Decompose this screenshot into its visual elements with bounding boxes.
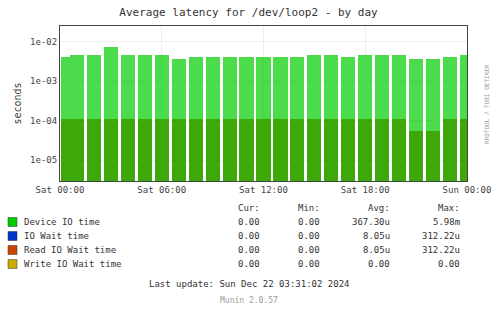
svg-text:367.30u: 367.30u (352, 217, 390, 227)
svg-text:0.00: 0.00 (438, 259, 460, 269)
svg-text:seconds: seconds (12, 82, 23, 124)
svg-text:0.00: 0.00 (238, 245, 260, 255)
svg-text:0.00: 0.00 (238, 259, 260, 269)
svg-text:Cur:: Cur: (238, 203, 260, 213)
svg-text:Average latency for /dev/loop2: Average latency for /dev/loop2 - by day (119, 6, 378, 19)
svg-text:IO Wait time: IO Wait time (24, 231, 89, 241)
svg-text:Write IO Wait time: Write IO Wait time (24, 259, 122, 269)
svg-text:8.05u: 8.05u (363, 245, 390, 255)
svg-text:0.00: 0.00 (298, 259, 320, 269)
svg-text:0.00: 0.00 (238, 231, 260, 241)
svg-text:0.00: 0.00 (238, 217, 260, 227)
svg-text:8.05u: 8.05u (363, 231, 390, 241)
svg-text:1e-03: 1e-03 (30, 76, 57, 86)
svg-text:1e-05: 1e-05 (30, 155, 57, 165)
svg-text:Sat 12:00: Sat 12:00 (239, 185, 288, 195)
svg-text:Sun 00:00: Sun 00:00 (443, 185, 492, 195)
svg-text:Avg:: Avg: (368, 203, 390, 213)
svg-text:Sat 06:00: Sat 06:00 (137, 185, 186, 195)
svg-text:0.00: 0.00 (298, 245, 320, 255)
svg-text:RRDTOOL / TOBI OETIKER: RRDTOOL / TOBI OETIKER (483, 64, 490, 144)
svg-text:Max:: Max: (438, 203, 460, 213)
svg-text:Sat 00:00: Sat 00:00 (36, 185, 85, 195)
svg-text:Sat 18:00: Sat 18:00 (341, 185, 390, 195)
svg-text:0.00: 0.00 (368, 259, 390, 269)
svg-text:Munin 2.0.57: Munin 2.0.57 (220, 296, 278, 305)
svg-text:5.98m: 5.98m (433, 217, 460, 227)
svg-text:1e-02: 1e-02 (30, 37, 57, 47)
svg-text:312.22u: 312.22u (422, 245, 460, 255)
svg-text:0.00: 0.00 (298, 231, 320, 241)
svg-text:Last update: Sun Dec 22 03:31:: Last update: Sun Dec 22 03:31:02 2024 (149, 279, 349, 289)
svg-text:Read IO Wait time: Read IO Wait time (24, 245, 116, 255)
svg-text:Min:: Min: (298, 203, 320, 213)
svg-text:Device IO time: Device IO time (24, 217, 100, 227)
svg-text:0.00: 0.00 (298, 217, 320, 227)
svg-text:1e-04: 1e-04 (30, 116, 57, 126)
svg-text:312.22u: 312.22u (422, 231, 460, 241)
